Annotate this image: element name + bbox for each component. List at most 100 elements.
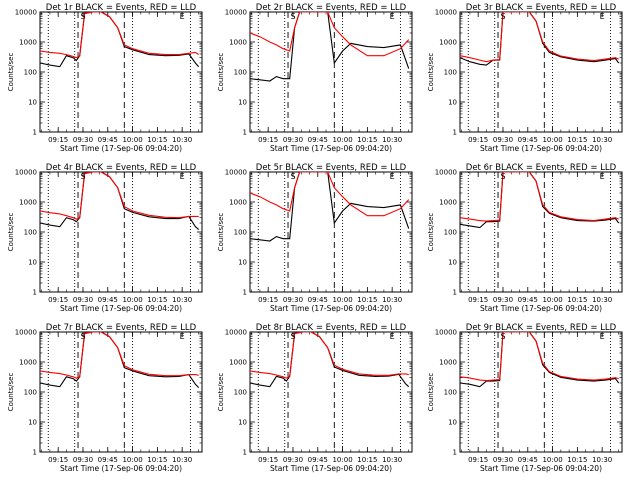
- y-tick-label: 1: [33, 289, 37, 297]
- plot-area: [250, 332, 410, 452]
- y-tick-label: 1000: [229, 199, 247, 207]
- plot-frame: [39, 171, 203, 293]
- x-axis-label: Start Time (17-Sep-06 09:04:20): [270, 304, 392, 313]
- x-tick-label: 09:30: [493, 136, 513, 144]
- series-line-lld: [250, 172, 410, 217]
- x-tick-label: 10:15: [567, 136, 587, 144]
- y-axis-label: Counts/sec: [7, 373, 15, 412]
- chart-panel-6: Det 6r BLACK = Events, RED = LLD 1 10 100 10…: [427, 163, 623, 313]
- y-axis-label: Counts/sec: [217, 373, 225, 412]
- chart-panel-1: Det 1r BLACK = Events, RED = LLD 1 10 100 10…: [7, 3, 203, 153]
- chart-panel-7: Det 7r BLACK = Events, RED = LLD 1 10 100 10…: [7, 323, 203, 473]
- chart-title: Det 7r BLACK = Events, RED = LLD: [46, 323, 197, 333]
- plot-area: [40, 172, 200, 292]
- chart-title: Det 1r BLACK = Events, RED = LLD: [46, 3, 197, 13]
- annotation-label: E: [180, 172, 185, 181]
- x-tick-label: 10:30: [592, 296, 612, 304]
- x-tick-label: 09:30: [73, 296, 93, 304]
- series-line-events: [250, 332, 410, 388]
- y-axis-label: Counts/sec: [217, 53, 225, 92]
- y-tick-label: 10: [238, 259, 247, 267]
- x-axis-label: Start Time (17-Sep-06 09:04:20): [60, 464, 182, 473]
- annotation-label: E: [390, 172, 395, 181]
- x-tick-label: 10:00: [332, 296, 352, 304]
- y-tick-label: 1: [243, 289, 247, 297]
- x-tick-label: 10:30: [172, 136, 192, 144]
- series-line-lld: [460, 172, 619, 222]
- x-axis-label: Start Time (17-Sep-06 09:04:20): [60, 304, 182, 313]
- annotation-label: E: [180, 12, 185, 21]
- y-axis-label: Counts/sec: [427, 373, 435, 412]
- x-tick-label: 09:15: [468, 136, 488, 144]
- x-tick-label: 10:30: [382, 136, 402, 144]
- series-line-events: [40, 332, 200, 388]
- y-tick-label: 10000: [435, 329, 457, 337]
- x-tick-label: 10:30: [382, 456, 402, 464]
- annotation-label: S: [80, 332, 85, 341]
- chart-title: Det 4r BLACK = Events, RED = LLD: [46, 163, 197, 173]
- annotation-label: E: [390, 12, 395, 21]
- y-tick-label: 10000: [15, 169, 37, 177]
- x-tick-label: 10:00: [332, 136, 352, 144]
- y-tick-label: 10: [448, 99, 457, 107]
- y-tick-label: 1: [453, 449, 457, 457]
- plot-area: [460, 12, 620, 132]
- series-line-lld: [40, 172, 199, 220]
- x-tick-label: 09:45: [308, 136, 328, 144]
- x-tick-label: 10:00: [122, 456, 142, 464]
- series-line-events: [460, 172, 620, 229]
- chart-title: Det 8r BLACK = Events, RED = LLD: [256, 323, 407, 333]
- series-line-lld: [40, 332, 199, 379]
- x-tick-label: 09:15: [48, 456, 68, 464]
- x-tick-label: 10:15: [357, 456, 377, 464]
- y-tick-label: 10000: [225, 9, 247, 17]
- y-tick-label: 1: [243, 449, 247, 457]
- y-tick-label: 100: [234, 389, 247, 397]
- x-tick-label: 10:00: [542, 136, 562, 144]
- y-axis-label: Counts/sec: [7, 53, 15, 92]
- x-tick-label: 10:00: [122, 296, 142, 304]
- plot-frame: [249, 11, 413, 133]
- x-tick-label: 09:45: [518, 456, 538, 464]
- series-line-lld: [460, 332, 619, 382]
- y-tick-label: 100: [444, 229, 457, 237]
- x-tick-label: 10:15: [147, 456, 167, 464]
- y-axis-label: Counts/sec: [7, 213, 15, 252]
- series-line-events: [460, 12, 620, 66]
- series-line-events: [40, 172, 200, 231]
- y-tick-label: 10: [448, 419, 457, 427]
- x-tick-label: 09:30: [283, 296, 303, 304]
- chart-title: Det 5r BLACK = Events, RED = LLD: [256, 163, 407, 173]
- x-tick-label: 10:15: [147, 296, 167, 304]
- x-tick-label: 10:00: [542, 456, 562, 464]
- chart-panel-2: Det 2r BLACK = Events, RED = LLD 1 10 100 10…: [217, 3, 413, 153]
- y-tick-label: 100: [234, 69, 247, 77]
- chart-title: Det 3r BLACK = Events, RED = LLD: [466, 3, 617, 13]
- x-tick-label: 09:15: [468, 296, 488, 304]
- series-line-events: [40, 12, 200, 68]
- chart-panel-5: Det 5r BLACK = Events, RED = LLD 1 10 100 10…: [217, 163, 413, 313]
- chart-title: Det 6r BLACK = Events, RED = LLD: [466, 163, 617, 173]
- y-tick-label: 100: [24, 229, 37, 237]
- x-axis-label: Start Time (17-Sep-06 09:04:20): [480, 144, 602, 153]
- x-tick-label: 10:30: [172, 456, 192, 464]
- y-tick-label: 100: [444, 389, 457, 397]
- y-tick-label: 10000: [225, 329, 247, 337]
- chart-title: Det 2r BLACK = Events, RED = LLD: [256, 3, 407, 13]
- plot-frame: [39, 331, 203, 453]
- y-tick-label: 1: [453, 129, 457, 137]
- y-tick-label: 10: [28, 259, 37, 267]
- plot-area: [250, 172, 410, 292]
- y-tick-label: 10: [28, 419, 37, 427]
- y-axis-label: Counts/sec: [427, 213, 435, 252]
- x-tick-label: 10:30: [382, 296, 402, 304]
- y-tick-label: 1: [453, 289, 457, 297]
- x-tick-label: 10:00: [332, 456, 352, 464]
- y-tick-label: 1000: [439, 359, 457, 367]
- plot-frame: [249, 331, 413, 453]
- x-tick-label: 09:45: [98, 136, 118, 144]
- series-line-events: [250, 12, 410, 82]
- x-axis-label: Start Time (17-Sep-06 09:04:20): [60, 144, 182, 153]
- y-tick-label: 10: [238, 419, 247, 427]
- y-tick-label: 10000: [15, 329, 37, 337]
